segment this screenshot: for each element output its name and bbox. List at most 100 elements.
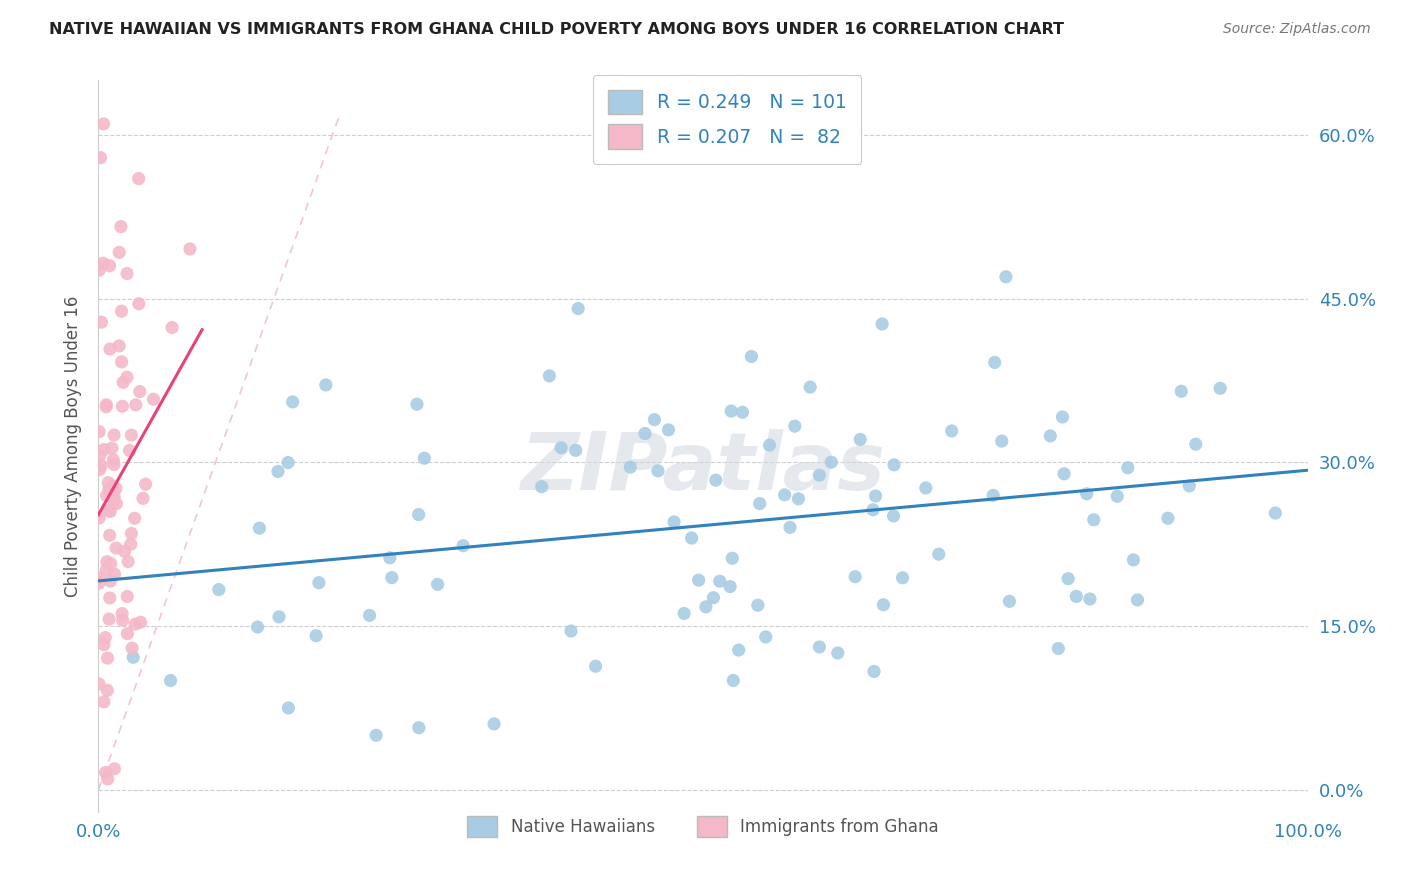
Point [723,673,745,688]
Point [408,508,430,522]
Point [105,541,128,555]
Point [983,355,1005,369]
Text: ZIPatlas: ZIPatlas [520,429,886,507]
Point [160,320,183,334]
Point [103,762,125,776]
Point [681,531,703,545]
Point [128,297,150,311]
Point [103,428,125,442]
Point [1083,513,1105,527]
Point [998,594,1021,608]
Point [844,570,866,584]
Point [709,574,731,589]
Point [1039,429,1062,443]
Point [247,521,270,535]
Point [115,267,138,281]
Point [359,608,381,623]
Point [91,256,114,270]
Point [704,473,727,487]
Point [451,539,474,553]
Point [277,701,299,715]
Point [87,576,110,591]
Point [96,398,118,412]
Point [118,443,141,458]
Point [111,399,134,413]
Point [97,483,120,497]
Point [277,456,299,470]
Point [103,489,125,503]
Point [100,557,122,571]
Point [120,537,142,551]
Point [159,673,181,688]
Point [97,475,120,490]
Point [122,650,145,665]
Point [799,380,821,394]
Point [426,577,449,591]
Point [142,392,165,407]
Point [872,598,894,612]
Point [870,317,893,331]
Point [779,520,801,534]
Point [720,404,742,418]
Point [90,458,112,473]
Point [94,631,117,645]
Point [305,629,328,643]
Point [406,397,429,411]
Point [1122,553,1144,567]
Point [89,151,111,165]
Point [129,615,152,630]
Point [103,493,125,508]
Point [538,368,561,383]
Point [727,643,749,657]
Point [103,452,125,467]
Point [117,626,139,640]
Point [1209,381,1232,395]
Point [120,526,142,541]
Point [702,591,724,605]
Point [267,465,290,479]
Point [100,574,122,589]
Point [101,441,124,455]
Point [96,683,118,698]
Point [315,378,337,392]
Point [1116,460,1139,475]
Point [93,638,115,652]
Point [891,571,914,585]
Point [104,482,127,496]
Point [550,441,572,455]
Point [634,426,657,441]
Point [93,695,115,709]
Point [87,677,110,691]
Point [132,491,155,506]
Point [94,400,117,414]
Point [128,384,150,399]
Point [990,434,1012,449]
Point [560,624,582,638]
Point [96,563,118,577]
Text: Source: ZipAtlas.com: Source: ZipAtlas.com [1223,22,1371,37]
Point [246,620,269,634]
Point [408,721,430,735]
Point [808,640,831,654]
Point [1184,437,1206,451]
Point [863,665,886,679]
Point [787,491,810,506]
Point [1178,479,1201,493]
Point [103,479,125,493]
Point [740,350,762,364]
Point [378,550,401,565]
Point [748,497,770,511]
Point [1107,489,1129,503]
Point [1264,506,1286,520]
Point [135,477,157,491]
Point [112,376,135,390]
Point [110,304,132,318]
Point [120,428,142,442]
Point [1052,409,1074,424]
Point [208,582,231,597]
Point [111,613,134,627]
Y-axis label: Child Poverty Among Boys Under 16: Child Poverty Among Boys Under 16 [65,295,83,597]
Point [783,419,806,434]
Point [1066,590,1088,604]
Point [87,571,110,585]
